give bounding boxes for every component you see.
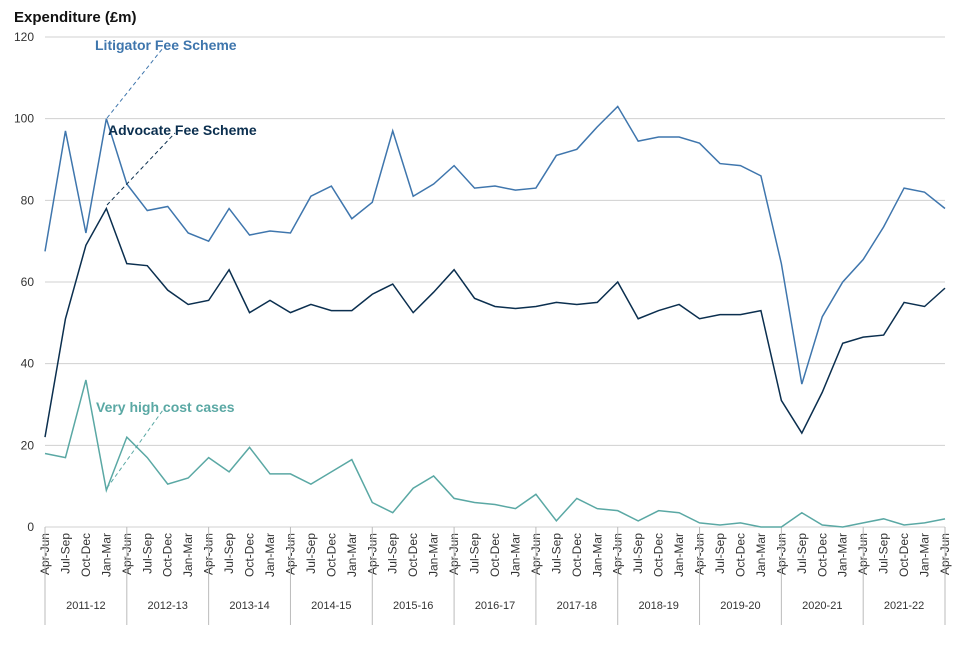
y-tick-label: 80 — [21, 193, 35, 207]
x-tick-label: Oct-Dec — [815, 533, 829, 577]
y-tick-label: 0 — [27, 520, 34, 534]
series-label: Very high cost cases — [96, 399, 235, 415]
year-group-label: 2012-13 — [148, 600, 188, 612]
x-tick-label: Oct-Dec — [79, 533, 93, 577]
year-group-label: 2011-12 — [66, 600, 106, 612]
y-tick-label: 40 — [21, 357, 35, 371]
x-tick-label: Oct-Dec — [406, 533, 420, 577]
x-tick-label: Oct-Dec — [652, 533, 666, 577]
year-group-label: 2013-14 — [229, 600, 269, 612]
x-tick-label: Oct-Dec — [243, 533, 257, 577]
label-leader — [106, 47, 164, 119]
x-tick-label: Jul-Sep — [468, 533, 482, 574]
year-group-label: 2015-16 — [393, 600, 433, 612]
series-line — [44, 379, 946, 528]
y-tick-label: 60 — [21, 275, 35, 289]
x-tick-label: Oct-Dec — [324, 533, 338, 577]
x-tick-label: Jul-Sep — [631, 533, 645, 574]
x-tick-label: Jul-Sep — [549, 533, 563, 574]
x-tick-label: Jul-Sep — [877, 533, 891, 574]
label-leader — [106, 409, 164, 489]
y-tick-label: 20 — [21, 438, 35, 452]
label-leader — [106, 132, 176, 206]
x-tick-label: Oct-Dec — [570, 533, 584, 577]
series-line — [44, 105, 946, 385]
x-tick-label: Jul-Sep — [222, 533, 236, 574]
x-tick-label: Jul-Sep — [304, 533, 318, 574]
x-tick-label: Oct-Dec — [488, 533, 502, 577]
series-label: Advocate Fee Scheme — [108, 122, 257, 138]
chart-title: Expenditure (£m) — [14, 9, 137, 26]
x-tick-label: Jan-Mar — [590, 533, 604, 577]
year-group-label: 2014-15 — [311, 600, 351, 612]
x-tick-label: Jan-Mar — [918, 533, 932, 577]
x-tick-label: Jan-Mar — [836, 533, 850, 577]
series-line — [44, 206, 946, 438]
x-tick-label: Oct-Dec — [161, 533, 175, 577]
x-tick-label: Jan-Mar — [508, 533, 522, 577]
year-group-label: 2021-22 — [884, 600, 924, 612]
y-tick-label: 100 — [14, 112, 34, 126]
year-group-label: 2018-19 — [638, 600, 678, 612]
year-group-label: 2020-21 — [802, 600, 842, 612]
x-tick-label: Jul-Sep — [386, 533, 400, 574]
year-group-label: 2019-20 — [720, 600, 760, 612]
year-group-label: 2016-17 — [475, 600, 515, 612]
x-tick-label: Jan-Mar — [345, 533, 359, 577]
series-label: Litigator Fee Scheme — [95, 37, 237, 53]
x-tick-label: Jul-Sep — [795, 533, 809, 574]
x-tick-label: Oct-Dec — [897, 533, 911, 577]
y-tick-label: 120 — [14, 30, 34, 44]
x-tick-label: Jan-Mar — [263, 533, 277, 577]
x-tick-label: Jul-Sep — [140, 533, 154, 574]
x-tick-label: Oct-Dec — [733, 533, 747, 577]
year-group-label: 2017-18 — [557, 600, 597, 612]
x-tick-label: Jan-Mar — [672, 533, 686, 577]
x-tick-label: Jul-Sep — [58, 533, 72, 574]
x-tick-label: Jan-Mar — [99, 533, 113, 577]
x-tick-label: Jan-Mar — [427, 533, 441, 577]
x-tick-label: Jul-Sep — [713, 533, 727, 574]
x-tick-label: Jan-Mar — [754, 533, 768, 577]
x-tick-label: Jan-Mar — [181, 533, 195, 577]
